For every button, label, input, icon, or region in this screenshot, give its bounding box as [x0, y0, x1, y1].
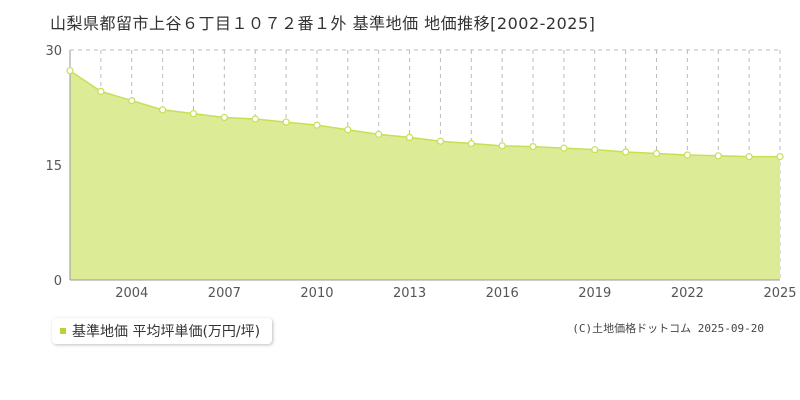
- data-point-2018: [560, 144, 568, 152]
- data-point-2003: [97, 87, 105, 96]
- x-tick-label: 2025: [763, 286, 796, 301]
- x-tick-label: 2004: [115, 286, 148, 301]
- x-tick-label: 2013: [393, 286, 426, 301]
- data-point-2008: [251, 115, 259, 123]
- page-title: 山梨県都留市上谷６丁目１０７２番１外 基準地価 地価推移[2002-2025]: [50, 14, 596, 33]
- data-point-2012: [375, 130, 383, 138]
- price-area: [70, 70, 780, 280]
- x-tick-label: 2007: [208, 286, 241, 301]
- legend: 基準地価 平均坪単価(万円/坪): [52, 318, 273, 344]
- data-point-2007: [220, 113, 228, 122]
- data-point-2010: [313, 121, 321, 129]
- x-tick-label: 2019: [578, 286, 611, 301]
- data-point-2020: [622, 148, 630, 156]
- data-point-2016: [498, 142, 506, 150]
- copyright-text: (C)土地価格ドットコム 2025-09-20: [572, 322, 764, 335]
- x-tick-label: 2010: [300, 286, 333, 301]
- data-point-2015: [467, 139, 475, 148]
- data-point-2014: [436, 137, 445, 145]
- data-point-2021: [652, 149, 661, 158]
- y-tick-label: 0: [54, 274, 62, 289]
- x-tick-label: 2022: [671, 286, 704, 301]
- data-point-2005: [159, 106, 167, 114]
- data-point-2011: [344, 126, 352, 134]
- x-tick-label: 2016: [486, 286, 519, 301]
- data-point-2025: [776, 152, 784, 161]
- data-point-2009: [282, 118, 290, 126]
- data-points: [66, 67, 784, 161]
- data-point-2002: [66, 67, 74, 75]
- y-tick-label: 15: [45, 159, 62, 174]
- data-point-2013: [405, 133, 414, 141]
- data-point-2006: [189, 110, 198, 118]
- data-point-2024: [745, 152, 753, 161]
- axes: [69, 50, 780, 281]
- data-point-2022: [683, 151, 691, 159]
- data-point-2019: [591, 146, 599, 154]
- legend-label: 基準地価 平均坪単価(万円/坪): [72, 324, 261, 340]
- data-point-2023: [714, 152, 722, 160]
- y-tick-labels: 0 15 30: [45, 44, 62, 289]
- price-line: [69, 70, 780, 158]
- data-point-2004: [128, 96, 136, 105]
- data-point-2017: [529, 143, 537, 151]
- legend-swatch: [60, 328, 66, 334]
- y-tick-label: 30: [45, 44, 62, 59]
- x-tick-labels: 2004 2007 2010 2013 2016 2019 2022 2025: [115, 286, 796, 301]
